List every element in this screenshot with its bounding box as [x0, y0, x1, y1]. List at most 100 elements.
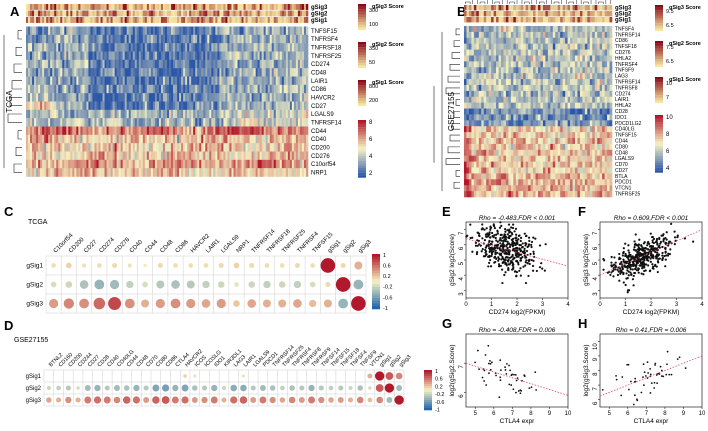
- heatmap-cell: [542, 191, 546, 198]
- heatmap-cell: [68, 126, 71, 136]
- heatmap-cell: [535, 108, 539, 115]
- heatmap-cell: [570, 179, 573, 186]
- heatmap-cell: [496, 132, 499, 139]
- heatmap-cell: [542, 43, 546, 50]
- heatmap-cell: [271, 101, 275, 111]
- annotation-cell: [565, 11, 568, 17]
- heatmap-cell: [134, 68, 138, 77]
- heatmap-cell: [158, 59, 162, 69]
- heatmap-cell: [599, 173, 603, 180]
- heatmap-cell: [283, 84, 287, 94]
- heatmap-cell: [247, 159, 250, 169]
- heatmap-cell: [496, 49, 499, 56]
- heatmap-cell: [293, 101, 297, 111]
- heatmap-cell: [301, 93, 305, 102]
- annotation-cell: [162, 4, 166, 10]
- annotation-cell: [283, 10, 287, 17]
- heatmap-cell: [209, 93, 212, 102]
- heatmap-cell: [36, 68, 39, 77]
- heatmap-cell: [550, 43, 554, 50]
- heatmap-cell: [493, 191, 497, 198]
- heatmap-cell: [227, 34, 230, 44]
- heatmap-cell: [602, 37, 605, 44]
- heatmap-cell: [540, 73, 544, 80]
- heatmap-cell: [283, 126, 287, 136]
- legend-swatch: [358, 90, 366, 94]
- heatmap-cell: [110, 151, 113, 161]
- heatmap-cell: [261, 118, 264, 127]
- heatmap-cell: [183, 118, 186, 127]
- annotation-cell: [604, 5, 608, 11]
- heatmap-cell: [88, 118, 91, 127]
- heatmap-cell: [70, 84, 73, 94]
- heatmap-cell: [90, 168, 93, 177]
- heatmap-cell: [114, 59, 117, 69]
- heatmap-cell: [177, 93, 180, 102]
- heatmap-cell: [120, 101, 123, 111]
- heatmap-cell: [565, 61, 568, 68]
- heatmap-cell: [70, 51, 73, 61]
- heatmap-cell: [587, 161, 591, 168]
- heatmap-cell: [287, 109, 291, 119]
- annotation-cell: [173, 17, 176, 23]
- annotation-cell: [279, 17, 283, 23]
- heatmap-cell: [277, 93, 281, 102]
- annotation-cell: [466, 5, 470, 11]
- heatmap-cell: [42, 101, 45, 111]
- heatmap-cell: [508, 120, 512, 127]
- heatmap-cell: [277, 84, 281, 94]
- heatmap-cell: [90, 151, 93, 161]
- heatmap-cell: [40, 118, 43, 127]
- heatmap-cell: [604, 143, 608, 151]
- heatmap-cell: [42, 118, 45, 127]
- heatmap-cell: [158, 101, 162, 111]
- heatmap-cell: [88, 68, 91, 77]
- heatmap-cell: [562, 96, 566, 103]
- heatmap-cell: [547, 114, 551, 121]
- heatmap-cell: [34, 159, 37, 169]
- gene-label: TNFSF18: [615, 44, 637, 50]
- heatmap-cell: [32, 51, 35, 61]
- annotation-cell: [233, 10, 236, 17]
- annotation-cell: [587, 17, 591, 23]
- heatmap-cell: [609, 55, 613, 62]
- heatmap-cell: [126, 43, 130, 52]
- heatmap-cell: [518, 73, 522, 80]
- heatmap-cell: [92, 168, 95, 177]
- annotation-cell: [199, 4, 202, 10]
- heatmap-cell: [80, 26, 83, 36]
- heatmap-cell: [207, 43, 210, 52]
- heatmap-cell: [96, 159, 99, 169]
- heatmap-cell: [211, 159, 214, 169]
- heatmap-cell: [233, 101, 236, 111]
- heatmap-cell: [476, 102, 480, 109]
- legend-swatch: [358, 85, 366, 88]
- heatmap-cell: [560, 167, 563, 174]
- heatmap-cell: [299, 51, 303, 61]
- heatmap-cell: [104, 51, 107, 61]
- heatmap-cell: [122, 134, 125, 144]
- heatmap-cell: [207, 159, 210, 169]
- heatmap-cell: [602, 73, 605, 80]
- heatmap-cell: [508, 37, 512, 44]
- annotation-cell: [468, 5, 472, 11]
- heatmap-cell: [604, 49, 608, 56]
- heatmap-cell: [491, 31, 494, 39]
- heatmap-cell: [594, 73, 598, 80]
- annotation-cell: [575, 17, 578, 23]
- heatmap-cell: [146, 101, 150, 111]
- heatmap-cell: [197, 34, 200, 44]
- heatmap-cell: [599, 73, 603, 80]
- heatmap-cell: [108, 126, 111, 136]
- annotation-cell: [88, 4, 91, 10]
- heatmap-cell: [86, 143, 89, 152]
- heatmap-cell: [468, 173, 472, 180]
- heatmap-cell: [525, 161, 529, 168]
- heatmap-cell: [148, 101, 152, 111]
- heatmap-cell: [199, 101, 202, 111]
- heatmap-cell: [28, 159, 31, 169]
- heatmap-cell: [173, 84, 176, 94]
- heatmap-cell: [112, 76, 115, 86]
- heatmap-cell: [545, 61, 549, 68]
- heatmap-cell: [136, 109, 140, 119]
